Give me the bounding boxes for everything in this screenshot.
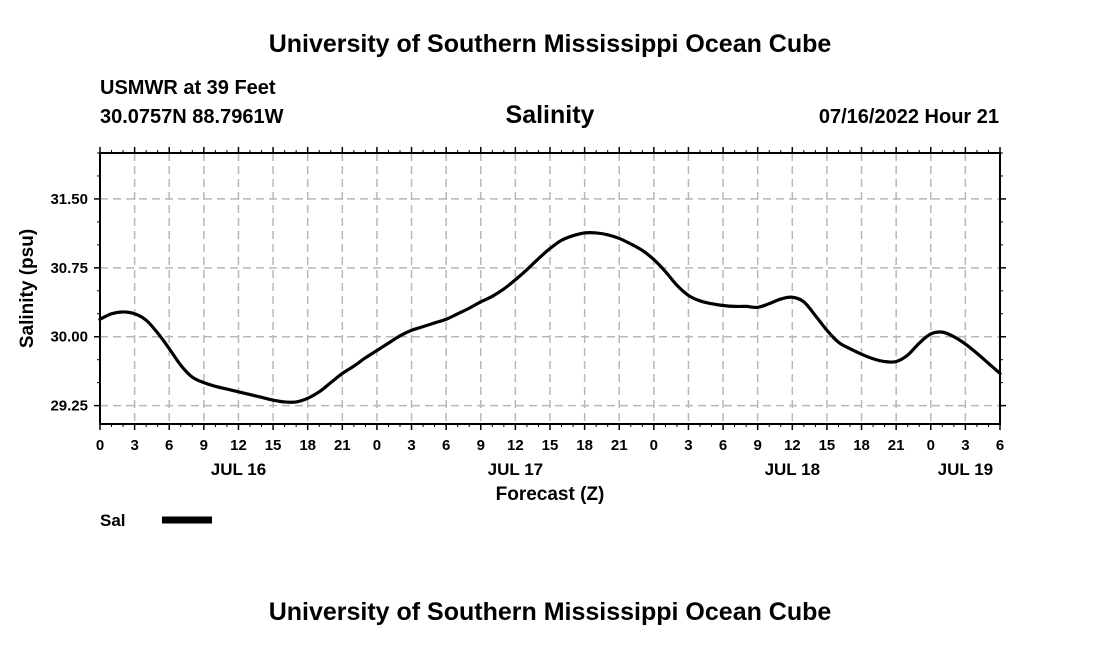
x-tick-label: 21: [611, 437, 628, 454]
x-tick-label: 18: [299, 437, 316, 454]
x-tick-label: 15: [542, 437, 559, 454]
x-tick-label: 0: [650, 437, 658, 454]
legend-label: Sal: [100, 511, 126, 530]
x-tick-label: 15: [265, 437, 282, 454]
y-axis-label: Salinity (psu): [17, 229, 38, 348]
x-tick-label: 6: [996, 437, 1004, 454]
x-tick-label: 3: [407, 437, 415, 454]
x-tick-label: 6: [719, 437, 727, 454]
chart-title: Salinity: [505, 101, 595, 129]
day-label: JUL 18: [765, 460, 820, 479]
day-label: JUL 16: [211, 460, 266, 479]
x-tick-label: 6: [442, 437, 450, 454]
footer-title: University of Southern Mississippi Ocean…: [268, 598, 832, 626]
x-tick-label: 3: [961, 437, 969, 454]
x-tick-label: 3: [130, 437, 138, 454]
x-tick-label: 0: [96, 437, 104, 454]
station-coordinates: 30.0757N 88.7961W: [100, 106, 284, 128]
x-tick-label: 6: [165, 437, 173, 454]
y-tick-label: 30.75: [50, 260, 88, 277]
x-tick-label: 15: [819, 437, 836, 454]
valid-datetime: 07/16/2022 Hour 21: [818, 106, 999, 128]
station-name: USMWR at 39 Feet: [100, 77, 276, 99]
x-tick-label: 12: [230, 437, 247, 454]
x-tick-label: 18: [853, 437, 870, 454]
x-tick-label: 9: [200, 437, 208, 454]
day-label: JUL 17: [488, 460, 543, 479]
y-tick-label: 29.25: [50, 398, 88, 415]
x-tick-label: 0: [927, 437, 935, 454]
x-tick-label: 18: [576, 437, 593, 454]
y-tick-label: 31.50: [50, 191, 88, 208]
page-title: University of Southern Mississippi Ocean…: [268, 30, 832, 58]
x-tick-label: 21: [888, 437, 905, 454]
chart-legend: Sal: [100, 511, 212, 530]
salinity-series-line: [98, 231, 1002, 404]
y-tick-label: 30.00: [50, 329, 88, 346]
plot-frame: [99, 152, 1001, 425]
x-tick-label: 12: [784, 437, 801, 454]
x-tick-label: 9: [754, 437, 762, 454]
x-tick-label: 0: [373, 437, 381, 454]
x-tick-label: 12: [507, 437, 524, 454]
chart-gridlines: [100, 153, 1000, 424]
x-axis-label: Forecast (Z): [496, 484, 605, 505]
x-tick-label: 21: [334, 437, 351, 454]
chart-series: [98, 231, 1002, 404]
x-tick-label: 3: [684, 437, 692, 454]
day-label: JUL 19: [938, 460, 993, 479]
x-tick-label: 9: [477, 437, 485, 454]
chart-tick-labels: 0 3 6 9 12 15 18 21 0 3 6 9 12 15 18 21 0 3 6 9 12 15 18 21 0 3 6J…: [50, 191, 1004, 479]
